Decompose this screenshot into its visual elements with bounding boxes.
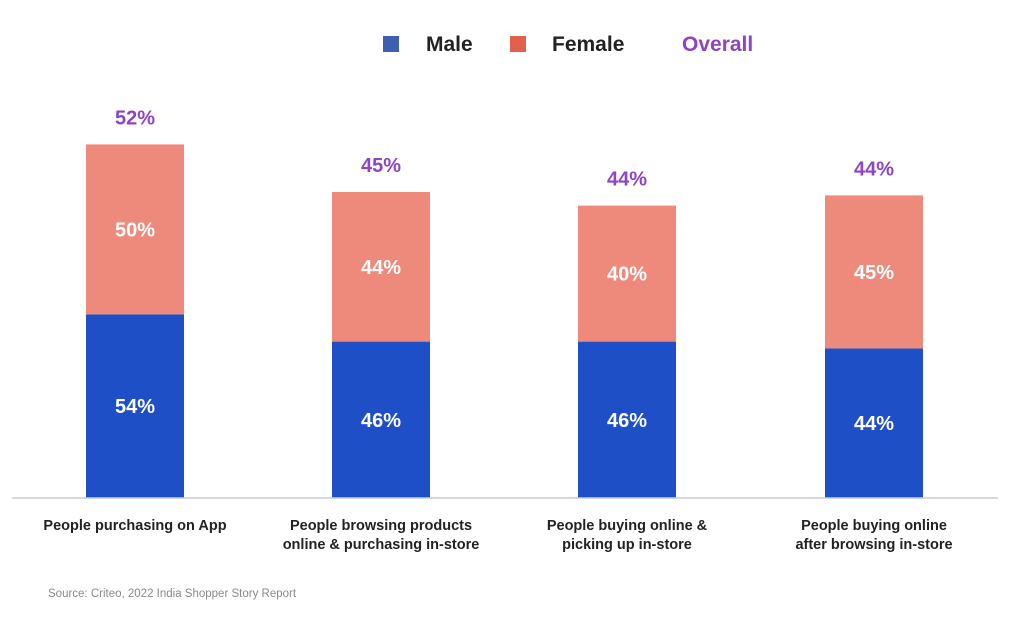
- data-label-male-1: 46%: [361, 410, 401, 432]
- bar-male-1: [332, 341, 430, 498]
- bars: [86, 144, 923, 498]
- data-label-overall-1: 45%: [361, 155, 401, 177]
- data-label-male-0: 54%: [115, 396, 155, 418]
- category-label-line: picking up in-store: [562, 537, 692, 553]
- category-label-line: online & purchasing in-store: [283, 537, 480, 553]
- category-label-line: People buying online: [801, 518, 947, 534]
- data-label-male-3: 44%: [854, 413, 894, 435]
- data-label-female-0: 50%: [115, 219, 155, 241]
- data-label-male-2: 46%: [607, 410, 647, 432]
- legend-label-female: Female: [552, 33, 624, 56]
- bar-male-2: [578, 341, 676, 498]
- category-label-1: People browsing products online & purchas…: [283, 518, 480, 553]
- data-label-female-1: 44%: [361, 257, 401, 279]
- category-label-2: People buying online & picking up in-stor…: [547, 518, 708, 553]
- bar-female-1: [332, 192, 430, 342]
- legend-swatch-female: [510, 36, 526, 52]
- category-label-line: People browsing products: [290, 518, 472, 534]
- legend-label-male: Male: [426, 33, 473, 56]
- category-label-line: after browsing in-store: [795, 537, 952, 553]
- data-label-overall-2: 44%: [607, 169, 647, 191]
- data-label-female-2: 40%: [607, 264, 647, 286]
- category-label-line: People purchasing on App: [43, 518, 226, 534]
- bar-female-3: [825, 195, 923, 349]
- bar-male-0: [86, 314, 184, 498]
- legend: Male Female Overall: [383, 33, 753, 56]
- data-label-female-3: 45%: [854, 262, 894, 284]
- bar-female-0: [86, 144, 184, 315]
- source-note: Source: Criteo, 2022 India Shopper Story…: [48, 588, 297, 600]
- legend-label-overall: Overall: [682, 33, 753, 56]
- data-label-overall-3: 44%: [854, 158, 894, 180]
- legend-swatch-male: [383, 36, 399, 52]
- bar-male-3: [825, 348, 923, 498]
- category-label-line: People buying online &: [547, 518, 708, 534]
- category-label-3: People buying online after browsing in-st…: [795, 518, 952, 553]
- labels: 54% 50% 52% People purchasing on App 46% 44% 4…: [43, 107, 952, 553]
- category-label-0: People purchasing on App: [43, 518, 226, 534]
- bar-female-2: [578, 205, 676, 342]
- data-label-overall-0: 52%: [115, 107, 155, 129]
